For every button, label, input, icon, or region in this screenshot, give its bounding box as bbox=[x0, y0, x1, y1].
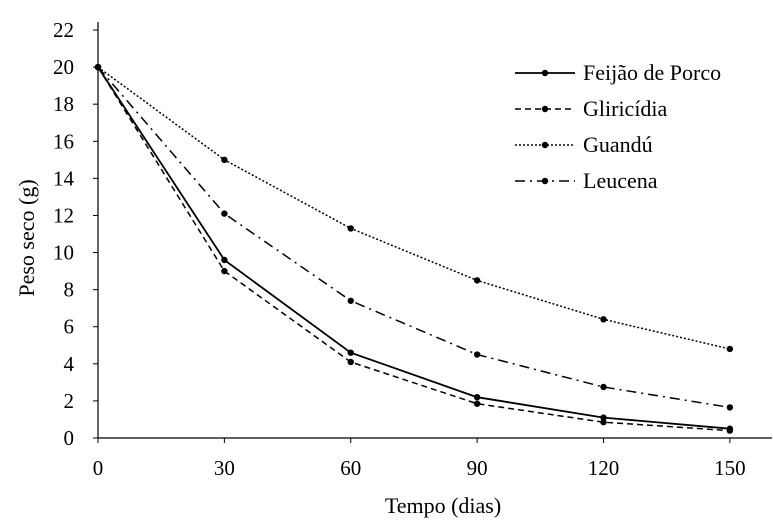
series-line-guandu bbox=[97, 66, 731, 350]
data-point-gliricidia bbox=[473, 400, 481, 407]
series-line-leucena bbox=[97, 66, 731, 409]
legend-label: Gliricídia bbox=[583, 96, 668, 121]
x-tick-label: 90 bbox=[467, 456, 488, 480]
data-point-leucena bbox=[473, 351, 481, 358]
data-point-leucena bbox=[94, 63, 102, 71]
legend: Feijão de Porco Gliricídia Guandú Leucena bbox=[515, 60, 721, 193]
y-tick-label: 6 bbox=[64, 315, 75, 339]
legend-swatch-marker bbox=[541, 69, 549, 77]
y-tick-label: 16 bbox=[53, 129, 74, 153]
y-tick-label: 20 bbox=[53, 55, 74, 79]
x-tick-label: 60 bbox=[340, 456, 361, 480]
series-line-gliricidia bbox=[97, 66, 730, 432]
y-tick-label: 14 bbox=[53, 166, 75, 190]
y-tick-label: 22 bbox=[53, 18, 74, 42]
data-point-leucena bbox=[221, 210, 228, 217]
axes: 0 2 4 6 8 10 12 14 16 18 20 22 0 30 60 90 120 150 bbox=[53, 18, 772, 480]
data-point-guandu bbox=[726, 345, 734, 353]
data-point-feijao-de-porco bbox=[347, 349, 354, 356]
data-point-guandu bbox=[473, 277, 481, 284]
y-axis-title: Peso seco (g) bbox=[14, 179, 39, 296]
x-axis-title: Tempo (dias) bbox=[385, 493, 501, 518]
x-tick-label: 150 bbox=[714, 456, 746, 480]
x-tick-label: 0 bbox=[93, 456, 104, 480]
series-line-feijao-de-porco bbox=[97, 66, 730, 430]
series-lines bbox=[94, 63, 734, 434]
data-point-feijao-de-porco bbox=[600, 414, 607, 421]
legend-entry-leucena: Leucena bbox=[515, 168, 658, 193]
y-tick-label: 8 bbox=[64, 278, 75, 302]
legend-label: Guandú bbox=[583, 132, 653, 157]
data-point-gliricidia bbox=[600, 419, 607, 426]
series-guandu bbox=[94, 63, 734, 353]
legend-entry-guandu: Guandú bbox=[515, 132, 653, 157]
legend-label: Leucena bbox=[583, 168, 658, 193]
data-point-leucena bbox=[347, 297, 354, 304]
y-tick-label: 18 bbox=[53, 92, 74, 116]
data-point-gliricidia bbox=[347, 358, 354, 366]
data-point-gliricidia bbox=[726, 427, 734, 434]
legend-swatch-marker bbox=[541, 141, 549, 149]
legend-swatch-marker bbox=[541, 105, 549, 113]
series-leucena bbox=[94, 63, 734, 411]
data-point-leucena bbox=[726, 404, 734, 411]
y-tick-label: 10 bbox=[53, 241, 74, 265]
x-tick-label: 120 bbox=[588, 456, 620, 480]
y-tick-label: 2 bbox=[64, 389, 75, 413]
y-tick-label: 0 bbox=[64, 426, 75, 450]
y-tick-label: 4 bbox=[64, 352, 75, 376]
data-point-guandu bbox=[221, 156, 228, 164]
legend-entry-gliricidia: Gliricídia bbox=[515, 96, 668, 121]
legend-swatch-marker bbox=[541, 177, 549, 185]
data-point-feijao-de-porco bbox=[473, 394, 481, 401]
y-tick-label: 12 bbox=[53, 203, 74, 227]
legend-entry-feijao-de-porco: Feijão de Porco bbox=[515, 60, 721, 85]
data-point-guandu bbox=[600, 316, 607, 323]
data-point-guandu bbox=[347, 225, 354, 232]
data-point-feijao-de-porco bbox=[221, 256, 228, 264]
legend-label: Feijão de Porco bbox=[583, 60, 721, 85]
data-point-leucena bbox=[600, 383, 607, 391]
x-tick-label: 30 bbox=[214, 456, 235, 480]
data-point-gliricidia bbox=[221, 267, 228, 275]
